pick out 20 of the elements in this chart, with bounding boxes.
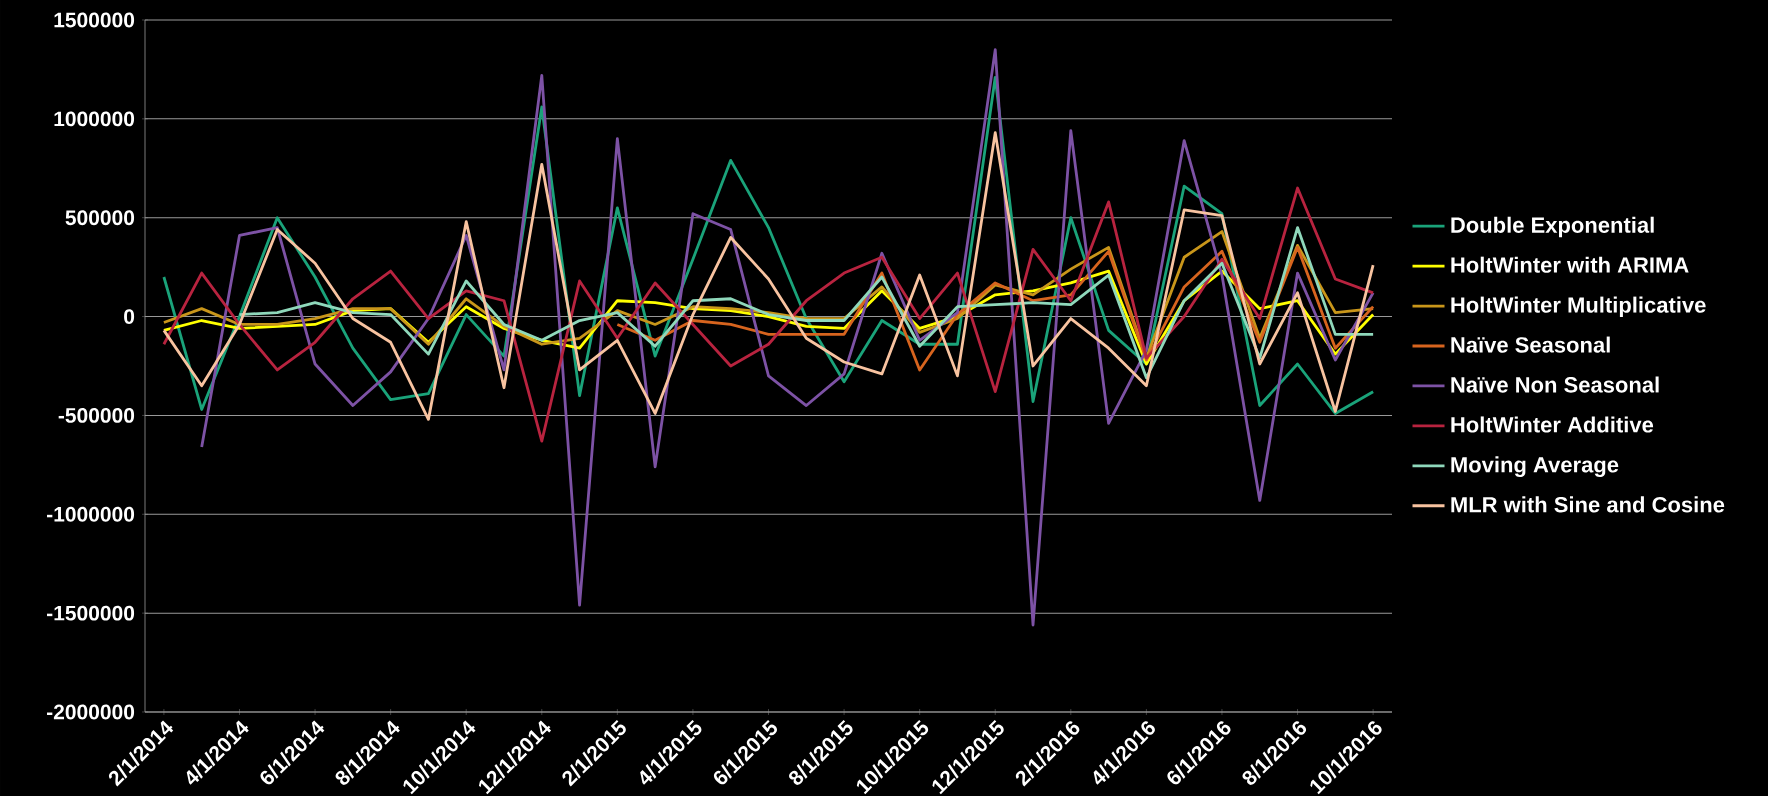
legend-label: Moving Average (1451, 456, 1619, 477)
line-series (162, 186, 1375, 443)
y-tick-label: -2000000 (47, 704, 135, 720)
legend-label: MLR with Sine and Cosine (1451, 496, 1725, 513)
y-tick-label: 0 (124, 309, 135, 324)
legend-label: Double Exponential (1451, 216, 1654, 238)
line-series (200, 48, 1375, 627)
y-tick-label: -1000000 (47, 506, 135, 522)
y-tick-label: 1000000 (54, 111, 135, 127)
legend-label: HoltWinter Additive (1451, 416, 1654, 433)
line-series (162, 131, 1375, 421)
legend-label: HoltWinter with ARIMA (1451, 256, 1689, 273)
y-tick-label: 1500000 (54, 12, 135, 28)
legend-label: Naïve Non Seasonal (1451, 376, 1659, 393)
y-tick-label: 500000 (65, 210, 135, 226)
legend-label: Naïve Seasonal (1451, 336, 1610, 353)
y-tick-label: -500000 (58, 407, 135, 423)
legend-label: HoltWinter Multiplicative (1451, 296, 1706, 318)
line-series (238, 226, 1375, 380)
y-tick-label: -1500000 (47, 605, 135, 621)
